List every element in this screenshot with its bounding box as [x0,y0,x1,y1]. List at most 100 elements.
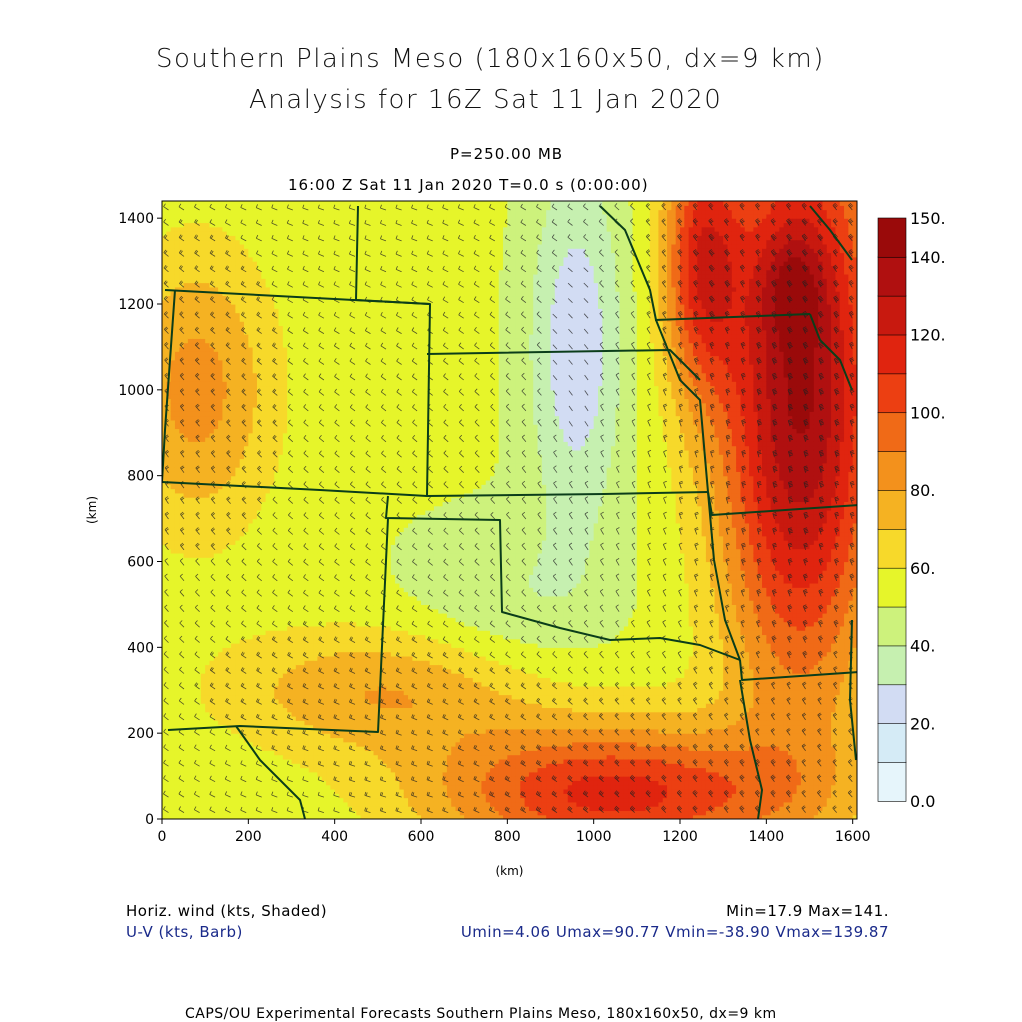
field-cell [205,733,211,739]
field-cell [235,643,241,648]
field-cell [256,548,262,554]
field-cell [179,398,185,404]
field-cell [248,385,254,391]
field-cell [278,677,284,683]
field-cell [239,325,245,331]
field-cell [244,209,249,215]
field-cell [269,346,275,352]
field-cell [248,608,254,614]
field-cell [265,514,271,520]
field-cell [282,660,288,666]
field-cell [300,591,306,597]
field-cell [244,673,249,678]
field-cell [222,411,228,417]
field-cell [179,256,185,262]
field-cell [166,527,172,533]
field-cell [226,716,232,721]
field-cell [252,428,258,434]
field-cell [269,561,275,567]
field-cell [187,655,193,661]
field-cell [187,308,193,314]
field-cell [200,231,206,236]
field-cell [308,471,314,477]
field-cell [244,613,249,618]
field-cell [196,720,202,726]
field-cell [244,741,249,747]
field-cell [300,784,306,790]
field-cell [174,389,180,395]
field-cell [200,342,206,348]
field-cell [174,698,180,704]
field-cell [295,673,301,678]
field-cell [256,338,262,344]
field-cell [183,454,189,460]
field-cell [200,591,206,597]
field-cell [261,415,267,421]
field-cell [183,282,189,288]
field-cell [166,634,172,640]
field-cell [252,716,258,721]
field-cell [209,750,215,756]
field-cell [200,677,206,683]
field-cell [196,677,202,683]
field-cell [162,724,167,730]
field-cell [162,308,167,314]
field-cell [278,776,284,781]
field-cell [252,248,258,254]
field-cell [248,415,254,421]
field-cell [265,531,271,537]
field-cell [274,385,280,391]
field-cell [187,368,193,374]
field-cell [252,291,258,297]
field-cell [287,256,293,262]
field-cell [256,780,262,786]
field-cell [218,625,224,631]
field-cell [200,346,206,352]
field-cell [248,304,254,309]
field-cell [282,608,288,614]
field-cell [295,570,301,575]
field-cell [252,269,258,275]
field-cell [226,801,232,807]
field-cell [187,265,193,271]
field-cell [192,462,198,468]
field-cell [261,282,267,288]
field-cell [256,462,262,468]
field-cell [304,454,310,460]
field-cell [170,703,176,709]
field-cell [174,806,180,812]
field-cell [295,561,301,567]
field-cell [291,432,297,438]
field-cell [196,445,202,451]
field-cell [295,402,301,408]
field-cell [179,690,185,696]
field-cell [252,522,258,528]
field-cell [226,617,232,623]
field-cell [166,213,172,219]
field-cell [244,389,249,395]
field-cell [304,505,310,511]
field-cell [179,278,185,284]
field-cell [269,643,275,648]
field-cell [166,664,172,670]
field-cell [300,441,306,447]
field-cell [222,625,228,631]
field-cell [265,437,271,442]
field-cell [187,372,193,378]
field-cell [174,746,180,751]
field-cell [235,668,241,674]
field-cell [278,235,284,241]
field-cell [265,334,271,339]
field-cell [308,497,314,503]
field-cell [174,338,180,344]
field-cell [200,205,206,211]
field-cell [192,758,198,764]
field-cell [278,514,284,520]
field-cell [269,518,275,524]
field-cell [231,492,236,498]
field-cell [170,510,176,515]
field-cell [265,389,271,395]
field-cell [269,531,275,537]
field-cell [218,479,224,485]
field-cell [274,664,280,670]
